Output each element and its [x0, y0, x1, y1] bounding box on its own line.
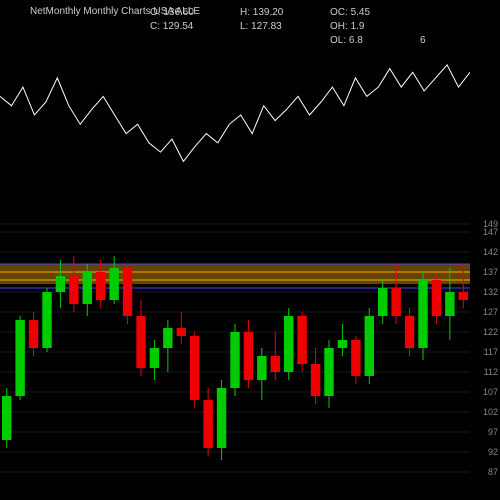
open-label: O: 136.60 [150, 6, 210, 20]
axis-tick-label: 132 [483, 287, 498, 297]
axis-tick-label: 87 [488, 467, 498, 477]
candle [136, 316, 145, 368]
candle [244, 332, 253, 380]
axis-tick-label: 127 [483, 307, 498, 317]
axis-tick-label: 147 [483, 227, 498, 237]
indicator-line-chart [0, 50, 470, 180]
high-label: H: 139.20 [240, 6, 300, 20]
candle [96, 272, 105, 300]
candle [459, 292, 468, 300]
candle [445, 292, 454, 316]
close-label: C: 129.54 [150, 20, 210, 34]
candle [271, 356, 280, 372]
axis-tick-label: 137 [483, 267, 498, 277]
candle [2, 396, 11, 440]
candle [432, 280, 441, 316]
candle [15, 320, 24, 396]
candle [150, 348, 159, 368]
ol-label: OL: 6.8 [330, 34, 390, 48]
candle [418, 280, 427, 348]
candle [83, 272, 92, 304]
candle [297, 316, 306, 364]
candle [203, 400, 212, 448]
candle [365, 316, 374, 376]
candle [109, 268, 118, 300]
axis-tick-label: 107 [483, 387, 498, 397]
candle [69, 276, 78, 304]
candle [29, 320, 38, 348]
axis-tick-label: 112 [484, 367, 498, 377]
candle [217, 388, 226, 448]
candle [190, 336, 199, 400]
indicator-line [0, 65, 470, 161]
candle [177, 328, 186, 336]
candle [311, 364, 320, 396]
ohlc-panel: O: 136.60 H: 139.20 OC: 5.45 C: 129.54 L… [150, 6, 480, 48]
candle [284, 316, 293, 372]
candlestick-chart [0, 220, 470, 480]
candle [324, 348, 333, 396]
axis-tick-label: 117 [484, 347, 498, 357]
axis-tick-label: 92 [488, 447, 498, 457]
candle [405, 316, 414, 348]
axis-tick-label: 122 [483, 327, 498, 337]
candle [56, 276, 65, 292]
low-label: L: 127.83 [240, 20, 300, 34]
last-label: 6 [420, 34, 480, 48]
oc-label: OC: 5.45 [330, 6, 390, 20]
candle [378, 288, 387, 316]
candle [351, 340, 360, 376]
candle [257, 356, 266, 380]
axis-tick-label: 102 [483, 407, 498, 417]
candle [163, 328, 172, 348]
axis-tick-label: 97 [488, 427, 498, 437]
candle [123, 268, 132, 316]
candle [230, 332, 239, 388]
candle [42, 292, 51, 348]
oh-label: OH: 1.9 [330, 20, 390, 34]
axis-tick-label: 142 [483, 247, 498, 257]
price-axis: 149147142137132127122117112107102979287 [472, 220, 498, 480]
candle [338, 340, 347, 348]
candle [391, 288, 400, 316]
